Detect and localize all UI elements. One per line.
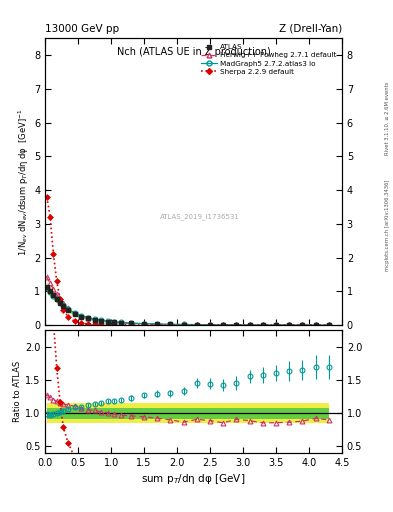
Text: Z (Drell-Yan): Z (Drell-Yan) — [279, 24, 342, 34]
Text: Nch (ATLAS UE in Z production): Nch (ATLAS UE in Z production) — [117, 47, 270, 57]
Text: 13000 GeV pp: 13000 GeV pp — [45, 24, 119, 34]
X-axis label: sum p$_T$/dη dφ [GeV]: sum p$_T$/dη dφ [GeV] — [141, 472, 246, 486]
Legend: ATLAS, Herwig++ Powheg 2.7.1 default, MadGraph5 2.7.2.atlas3 lo, Sherpa 2.2.9 de: ATLAS, Herwig++ Powheg 2.7.1 default, Ma… — [199, 42, 338, 77]
Text: Rivet 3.1.10, ≥ 2.6M events: Rivet 3.1.10, ≥ 2.6M events — [385, 82, 390, 156]
Text: ATLAS_2019_I1736531: ATLAS_2019_I1736531 — [160, 213, 239, 220]
Y-axis label: 1/N$_{ev}$ dN$_{ev}$/dsum p$_T$/dη dφ  [GeV]$^{-1}$: 1/N$_{ev}$ dN$_{ev}$/dsum p$_T$/dη dφ [G… — [17, 108, 31, 255]
Y-axis label: Ratio to ATLAS: Ratio to ATLAS — [13, 361, 22, 422]
Text: mcplots.cern.ch [arXiv:1306.3436]: mcplots.cern.ch [arXiv:1306.3436] — [385, 179, 390, 270]
